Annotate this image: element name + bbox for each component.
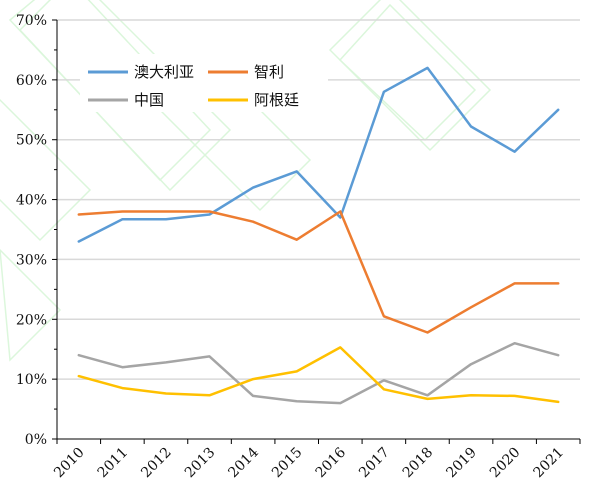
- legend-label: 中国: [134, 91, 164, 109]
- x-tick-label: 2012: [138, 445, 175, 482]
- x-tick-label: 2014: [225, 444, 262, 481]
- y-tick-label: 40%: [16, 193, 47, 209]
- series-line-0: [77, 66, 560, 243]
- y-tick-label: 0%: [25, 432, 47, 448]
- x-tick-label: 2021: [531, 445, 568, 482]
- x-tick-label: 2015: [269, 445, 306, 482]
- x-tick-label: 2017: [356, 445, 393, 482]
- y-tick-label: 50%: [16, 133, 47, 149]
- x-tick-label: 2013: [182, 445, 219, 482]
- y-tick-label: 30%: [16, 252, 47, 268]
- legend-label: 阿根廷: [254, 91, 299, 109]
- series-line-2: [77, 341, 560, 405]
- x-tick-label: 2011: [95, 445, 132, 482]
- y-tick-label: 10%: [16, 372, 47, 388]
- x-tick-label: 2018: [400, 445, 437, 482]
- y-tick-label: 70%: [16, 13, 47, 29]
- series-line-1: [77, 210, 560, 334]
- series-line-3: [77, 346, 560, 404]
- x-tick-label: 2010: [51, 445, 88, 482]
- y-tick-label: 60%: [16, 73, 47, 89]
- x-tick-label: 2016: [313, 444, 350, 481]
- y-tick-label: 20%: [16, 312, 47, 328]
- x-tick-label: 2020: [487, 445, 524, 482]
- legend-box: [80, 54, 328, 112]
- x-tick-label: 2019: [443, 445, 480, 482]
- legend-label: 智利: [254, 63, 284, 81]
- legend-label: 澳大利亚: [134, 63, 194, 81]
